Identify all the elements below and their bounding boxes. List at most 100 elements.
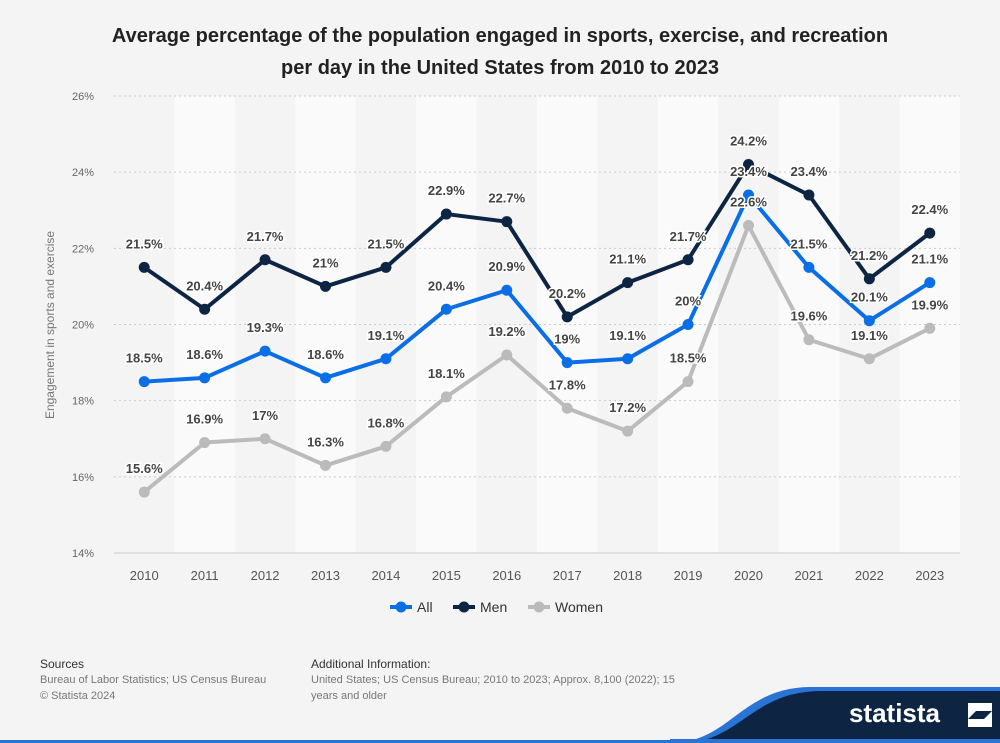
data-point-men — [440, 208, 452, 220]
data-point-all — [380, 353, 392, 365]
data-point-men — [743, 159, 754, 171]
data-label-men: 21% — [312, 255, 338, 270]
x-tick-label: 2020 — [734, 568, 763, 583]
series-line-all — [144, 193, 931, 384]
x-tick-label: 2023 — [915, 568, 944, 583]
data-point-men — [561, 311, 573, 323]
data-label-women: 19.1% — [851, 328, 888, 343]
data-point-men — [863, 273, 875, 285]
data-point-men — [259, 254, 271, 266]
additional-info-block: Additional Information: United States; U… — [311, 656, 731, 704]
data-label-women: 16.9% — [186, 412, 223, 427]
data-point-all — [561, 357, 573, 369]
legend-label-men: Men — [480, 599, 507, 615]
data-label-all: 19.1% — [609, 328, 646, 343]
data-point-women — [561, 402, 573, 414]
data-label-women: 19.2% — [488, 324, 525, 339]
series-line-women — [142, 223, 931, 494]
data-label-all: 20.4% — [428, 278, 465, 293]
data-point-all — [501, 284, 513, 296]
x-tick-label: 2019 — [674, 568, 703, 583]
data-point-all — [320, 372, 331, 384]
data-point-women — [138, 486, 150, 498]
data-point-all — [743, 189, 754, 201]
data-point-women — [259, 433, 271, 445]
data-label-men: 21.5% — [367, 236, 404, 251]
y-tick-label: 20% — [72, 320, 94, 332]
copyright: © Statista 2024 — [40, 690, 116, 702]
y-axis-label: Engagement in sports and exercise — [43, 231, 57, 419]
legend-marker-men — [458, 601, 470, 613]
data-label-men: 20.4% — [186, 278, 223, 293]
data-label-all: 18.6% — [307, 347, 344, 362]
sources-heading: Sources — [40, 657, 85, 671]
data-point-women — [380, 440, 392, 452]
data-point-men — [622, 277, 634, 289]
data-label-women: 15.6% — [126, 461, 163, 476]
data-point-women — [199, 437, 211, 449]
data-point-men — [199, 303, 211, 315]
legend-label-all: All — [417, 599, 433, 615]
data-label-men: 21.1% — [609, 252, 646, 267]
data-label-all: 21.5% — [790, 236, 827, 251]
y-tick-label: 22% — [72, 243, 94, 255]
data-point-all — [682, 319, 694, 330]
data-point-all — [259, 345, 271, 357]
data-point-women — [863, 353, 875, 365]
data-point-women — [440, 391, 452, 403]
sources-text: Bureau of Labor Statistics; US Census Bu… — [40, 674, 267, 686]
x-tick-label: 2016 — [492, 568, 521, 583]
data-point-all — [199, 372, 211, 384]
data-point-men — [924, 227, 936, 239]
data-label-all: 20.1% — [851, 290, 888, 305]
data-label-women: 19.6% — [790, 309, 827, 324]
data-point-all — [803, 261, 815, 273]
additional-line-1: United States; US Census Bureau; 2010 to… — [311, 674, 675, 686]
additional-heading: Additional Information: — [311, 657, 431, 671]
x-tick-label: 2014 — [371, 568, 400, 583]
data-point-men — [803, 189, 815, 201]
x-tick-label: 2010 — [130, 568, 159, 583]
data-point-women — [501, 349, 513, 361]
data-label-all: 18.6% — [186, 347, 223, 362]
data-point-men — [138, 261, 150, 273]
data-label-all: 21.1% — [911, 252, 948, 267]
y-tick-label: 14% — [72, 548, 94, 560]
y-tick-label: 18% — [72, 396, 94, 408]
data-point-women — [924, 322, 936, 334]
x-tick-label: 2018 — [613, 568, 642, 583]
sources-block: Sources Bureau of Labor Statistics; US C… — [40, 656, 266, 704]
statista-logo: statista — [848, 698, 940, 728]
data-label-men: 22.7% — [488, 191, 525, 206]
data-point-all — [138, 376, 150, 388]
data-label-all: 19% — [554, 332, 580, 347]
data-point-men — [682, 254, 694, 266]
chart-title: Average percentage of the population eng… — [111, 25, 889, 79]
data-point-women — [320, 459, 331, 471]
data-label-men: 23.4% — [790, 164, 827, 179]
line-chart: 14% 16% 18% 20% 22% 24% 26% 2010 2011 2012 2013 201… — [43, 91, 960, 615]
data-label-men: 21.2% — [851, 248, 888, 263]
data-point-men — [380, 261, 392, 273]
data-point-women — [682, 376, 694, 388]
data-point-women — [622, 425, 634, 437]
x-tick-label: 2015 — [432, 568, 461, 583]
data-label-men: 24.2% — [730, 134, 767, 149]
x-tick-label: 2022 — [855, 568, 884, 583]
x-tick-label: 2021 — [794, 568, 823, 583]
column-band — [537, 96, 598, 553]
data-point-men — [501, 216, 513, 228]
data-label-women: 22.6% — [730, 194, 767, 209]
data-label-women: 17% — [252, 408, 278, 423]
data-label-men: 21.5% — [126, 236, 163, 251]
data-point-all — [622, 353, 634, 365]
data-label-women: 16.3% — [307, 434, 344, 449]
legend-marker-women — [533, 601, 545, 613]
data-point-all — [440, 303, 452, 315]
data-label-all: 20.9% — [488, 259, 525, 274]
data-label-women: 19.9% — [911, 297, 948, 312]
data-point-all — [924, 277, 936, 289]
data-point-men — [320, 280, 331, 292]
x-tick-label: 2017 — [553, 568, 582, 583]
data-label-women: 17.2% — [609, 400, 646, 415]
